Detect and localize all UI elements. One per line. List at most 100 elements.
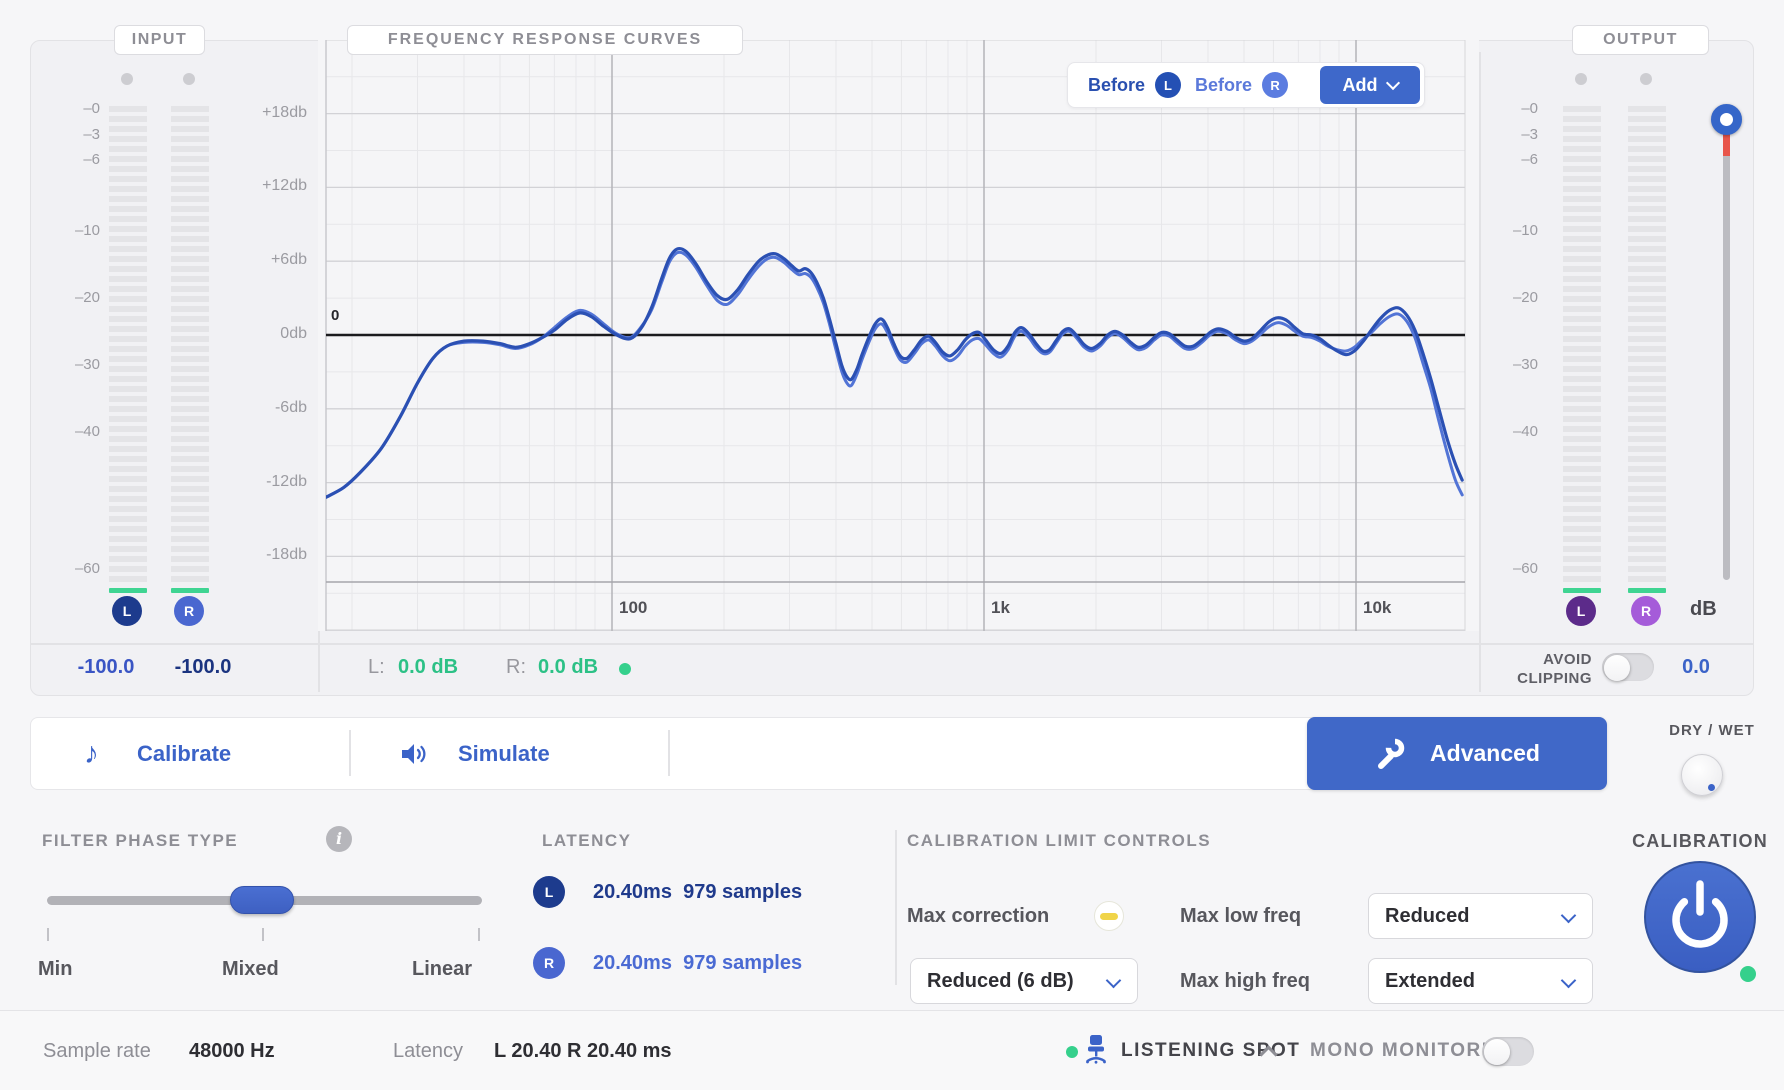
output-r-badge: R [1631,596,1661,626]
meter-tick-label: –60 [74,560,100,577]
statusbar-latency-value: L 20.40 R 20.40 ms [494,1040,672,1062]
calibration-active-indicator [1740,966,1756,982]
calibration-limits-title: CALIBRATION LIMIT CONTROLS [907,831,1212,850]
legend-before-l-label[interactable]: Before [1088,74,1146,95]
input-l-led [121,73,133,85]
input-section-label: INPUT [114,25,205,55]
output-gain-slider-red-zone [1723,134,1730,156]
output-gain-slider-knob[interactable] [1711,104,1742,135]
knob-indicator-dot [1708,784,1715,791]
max-high-freq-dropdown[interactable]: Extended [1368,958,1593,1004]
phase-tick-mixed [262,928,264,941]
meter-tick-label: –60 [1512,560,1538,577]
wrench-icon [1378,738,1405,769]
phase-tick-min [47,928,49,941]
input-r-meter-active [171,588,209,593]
toolbar-divider-1 [349,730,351,776]
db-axis-label: -12db [266,472,307,490]
avoid-clipping-label: AVOID CLIPPING [1517,651,1592,687]
zero-line-marker: 0 [331,307,340,324]
phase-label-mixed[interactable]: Mixed [222,958,279,980]
dry-wet-label: DRY / WET [1669,722,1755,739]
max-correction-dropdown[interactable]: Reduced (6 dB) [910,958,1138,1004]
input-r-peak-value: -100.0 [174,656,232,678]
phase-slider-thumb[interactable] [230,886,294,914]
chart-status-r-value: 0.0 dB [538,656,599,678]
latency-r-badge: R [533,947,565,979]
legend-r-badge[interactable]: R [1262,72,1289,98]
meter-tick-label: –40 [1512,423,1538,440]
output-l-meter-active [1563,588,1601,593]
output-trim-value: 0.0 [1682,656,1710,678]
output-l-badge: L [1566,596,1596,626]
meter-tick-label: –20 [74,289,100,306]
dry-wet-knob[interactable] [1681,754,1723,796]
chevron-down-icon [1385,75,1400,91]
chart-status-indicator [619,663,631,675]
output-gain-slider-track[interactable] [1723,112,1730,580]
freq-axis-label: 1k [991,598,1010,617]
divider-latency-limits [895,830,897,985]
filter-phase-title: FILTER PHASE TYPE [42,831,239,850]
max-low-freq-dropdown[interactable]: Reduced [1368,893,1593,939]
legend-l-badge[interactable]: L [1155,72,1182,98]
meter-tick-label: –40 [74,423,100,440]
meter-tick-label: –20 [1512,289,1538,306]
chair-icon [1086,1035,1106,1064]
db-axis-label: -18db [266,546,307,564]
chart-title: FREQUENCY RESPONSE CURVES [347,25,743,55]
chart-status-r-prefix: R: [506,656,526,678]
output-r-led [1640,73,1652,85]
phase-label-linear[interactable]: Linear [412,958,473,980]
add-curve-button[interactable]: Add [1320,66,1420,104]
mono-monitoring-toggle[interactable] [1482,1037,1534,1066]
avoid-clipping-toggle[interactable] [1602,653,1654,681]
phase-label-min[interactable]: Min [38,958,73,980]
output-r-meter-active [1628,588,1666,593]
mono-monitoring-label: MONO MONITORING [1310,1040,1521,1061]
calibration-power-button[interactable] [1643,860,1757,974]
meter-tick-label: –0 [83,100,100,117]
music-note-icon: ♪ [84,736,99,770]
calibration-title: CALIBRATION [1632,831,1768,851]
meter-tick-label: –6 [83,151,100,168]
output-section-label: OUTPUT [1572,25,1709,55]
input-r-badge: R [174,596,204,626]
toolbar-divider-2 [668,730,670,776]
latency-r-value: 20.40ms 979 samples [593,952,803,974]
speaker-icon [402,743,426,764]
legend-before-r-label[interactable]: Before [1195,74,1253,95]
statusbar-latency-label: Latency [393,1040,464,1062]
meter-tick-label: –30 [1512,356,1538,373]
output-r-meter [1628,106,1666,585]
curve-before-l [326,246,1464,499]
sample-rate-value: 48000 Hz [189,1040,275,1062]
chart-status-l-prefix: L: [368,656,385,678]
listening-spot-button[interactable]: LISTENING SPOT [1121,1040,1301,1061]
meter-tick-label: –3 [1521,126,1538,143]
simulate-button[interactable]: Simulate [390,717,630,790]
max-correction-indicator-icon[interactable] [1094,901,1124,931]
chevron-down-icon [1560,907,1577,924]
input-r-led [183,73,195,85]
frequency-response-chart[interactable] [318,40,1479,631]
info-icon[interactable]: i [326,826,352,852]
latency-l-badge: L [533,876,565,908]
calibrate-button[interactable]: ♪ Calibrate [84,736,232,770]
input-l-badge: L [112,596,142,626]
max-high-freq-label: Max high freq [1180,970,1311,992]
chart-legend: Before L Before R Add [1067,62,1425,108]
meter-tick-label: –10 [1512,222,1538,239]
output-l-meter [1563,106,1601,585]
advanced-button[interactable]: Advanced [1307,717,1607,790]
db-axis-label: 0db [280,325,307,342]
meter-tick-label: –30 [74,356,100,373]
phase-tick-linear [478,928,480,941]
meter-tick-label: –10 [74,222,100,239]
output-l-led [1575,73,1587,85]
freq-axis-label: 100 [619,598,648,617]
chevron-down-icon [1560,972,1577,989]
db-axis-label: +18db [262,103,307,121]
meter-tick-label: –3 [83,126,100,143]
db-axis-label: -6db [274,398,307,416]
